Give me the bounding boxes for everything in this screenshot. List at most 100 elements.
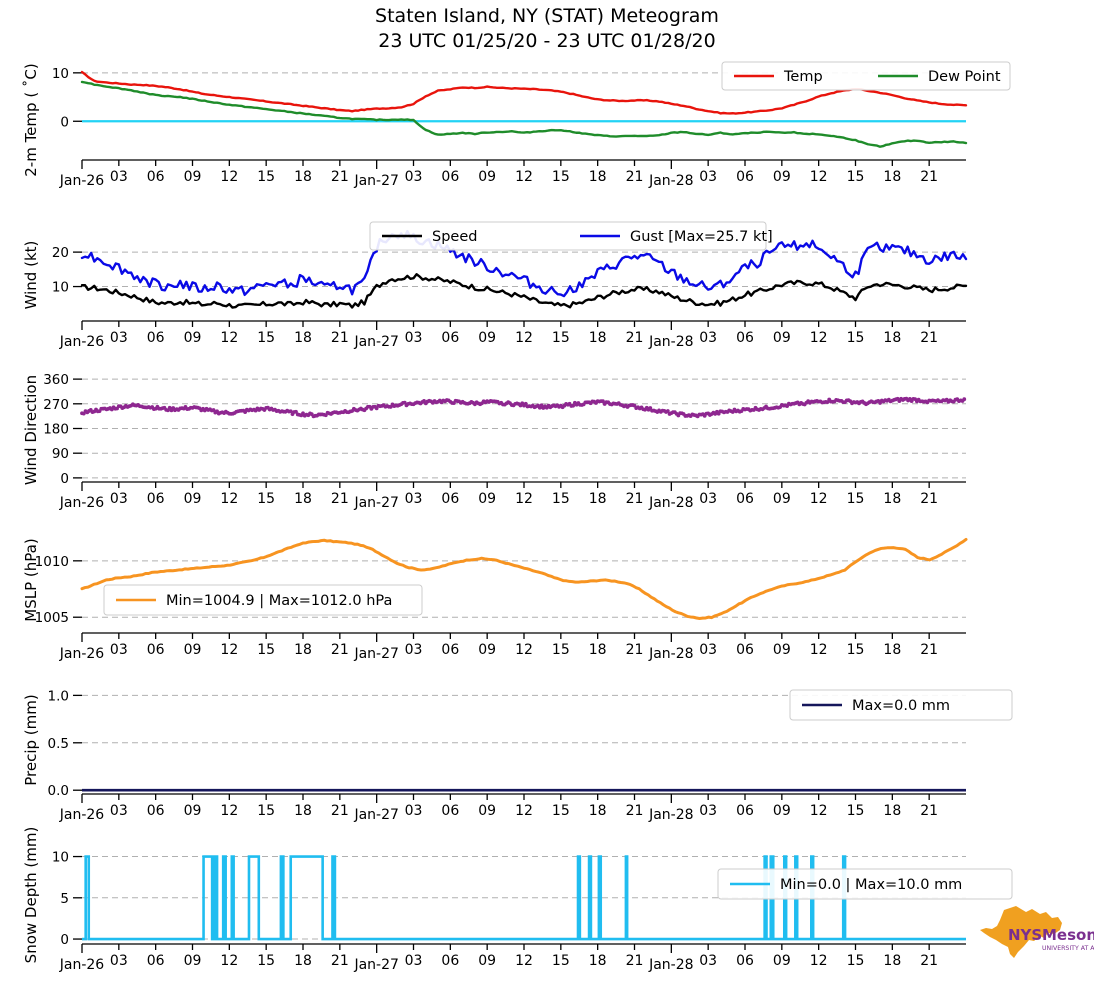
xtick-label-snow-depth-10: 06: [441, 953, 459, 969]
legend-label-mslp-0: Min=1004.9 | Max=1012.0 hPa: [166, 593, 392, 609]
xtick-label-mslp-12: 12: [515, 642, 533, 658]
xtick-label-wind-direction-8: Jan-27: [353, 495, 398, 511]
ytick-label-mslp-1: 1010: [35, 554, 69, 570]
xtick-label-snow-depth-23: 21: [920, 953, 938, 969]
legend-snow-depth: Min=0.0 | Max=10.0 mm: [717, 868, 1013, 900]
xtick-label-wind-direction-22: 18: [883, 491, 901, 507]
xtick-label-wind-direction-20: 12: [810, 491, 828, 507]
xtick-label-wind-12: 12: [515, 330, 533, 346]
xtick-label-temperature-23: 21: [920, 169, 938, 185]
xtick-label-wind-direction-3: 09: [184, 491, 202, 507]
logo-mesonet-text: Mesonet: [1042, 926, 1094, 944]
series-line-snow-depth-0: [82, 855, 966, 941]
xtick-label-precip-13: 15: [552, 803, 570, 819]
ytick-label-wind-direction-3: 270: [43, 397, 69, 413]
xtick-label-precip-7: 21: [331, 803, 349, 819]
xtick-label-temperature-18: 06: [736, 169, 754, 185]
legend-precip: Max=0.0 mm: [789, 689, 1013, 721]
xtick-label-temperature-1: 03: [110, 169, 128, 185]
ytick-label-wind-direction-4: 360: [43, 372, 69, 388]
xtick-label-temperature-17: 03: [699, 169, 717, 185]
ytick-label-precip-2: 1.0: [48, 688, 69, 704]
ytick-label-mslp-0: 1005: [35, 610, 69, 626]
logo-nys-text: NYS: [1008, 926, 1042, 944]
xtick-label-temperature-9: 03: [405, 169, 423, 185]
xtick-label-precip-15: 21: [626, 803, 644, 819]
xtick-label-wind-20: 12: [810, 330, 828, 346]
legend-box-precip: [789, 689, 1013, 721]
xtick-label-wind-6: 18: [294, 330, 312, 346]
legend-label-snow-depth-0: Min=0.0 | Max=10.0 mm: [780, 877, 962, 893]
title-line-1: Staten Island, NY (STAT) Meteogram: [375, 5, 719, 27]
xtick-label-snow-depth-4: 12: [220, 953, 238, 969]
ytick-label-snow-depth-1: 5: [60, 891, 69, 907]
page-title: Staten Island, NY (STAT) Meteogram 23 UT…: [0, 4, 1094, 54]
ytick-label-temperature-1: 10: [52, 66, 69, 82]
xtick-label-mslp-0: Jan-26: [59, 646, 105, 662]
series-line-temperature-0: [80, 70, 968, 115]
xtick-label-mslp-20: 12: [810, 642, 828, 658]
xtick-label-snow-depth-7: 21: [331, 953, 349, 969]
xtick-label-mslp-1: 03: [110, 642, 128, 658]
xtick-label-snow-depth-15: 21: [626, 953, 644, 969]
xtick-label-snow-depth-22: 18: [883, 953, 901, 969]
logo-svg: NYS Mesonet UNIVERSITY AT ALBANY: [980, 906, 1094, 958]
xtick-label-wind-direction-2: 06: [147, 491, 165, 507]
xtick-label-snow-depth-18: 06: [736, 953, 754, 969]
ytick-label-wind-direction-0: 0: [60, 471, 69, 487]
xtick-label-mslp-11: 09: [478, 642, 496, 658]
logo-subtitle-text: UNIVERSITY AT ALBANY: [1042, 945, 1094, 952]
xtick-label-precip-17: 03: [699, 803, 717, 819]
xtick-label-precip-14: 18: [589, 803, 607, 819]
xtick-label-snow-depth-21: 15: [847, 953, 865, 969]
xtick-label-snow-depth-6: 18: [294, 953, 312, 969]
xtick-label-wind-direction-7: 21: [331, 491, 349, 507]
xtick-label-wind-0: Jan-26: [59, 334, 105, 350]
legend-label-wind-1: Gust [Max=25.7 kt]: [630, 229, 773, 245]
xtick-label-wind-direction-6: 18: [294, 491, 312, 507]
xtick-label-precip-20: 12: [810, 803, 828, 819]
xtick-label-temperature-20: 12: [810, 169, 828, 185]
xtick-label-precip-4: 12: [220, 803, 238, 819]
y-axis-label-snow-depth: Snow Depth (mm): [22, 826, 40, 964]
xtick-label-precip-0: Jan-26: [59, 807, 105, 823]
xtick-label-temperature-2: 06: [147, 169, 165, 185]
legend-label-precip-0: Max=0.0 mm: [852, 698, 950, 714]
xtick-label-wind-14: 18: [589, 330, 607, 346]
y-axis-label-wind: Wind (kt): [22, 240, 40, 310]
xtick-label-precip-1: 03: [110, 803, 128, 819]
xtick-label-mslp-2: 06: [147, 642, 165, 658]
ytick-label-wind-1: 20: [52, 245, 69, 261]
xtick-label-temperature-10: 06: [441, 169, 459, 185]
xtick-label-wind-23: 21: [920, 330, 938, 346]
xtick-label-wind-3: 09: [184, 330, 202, 346]
xtick-label-precip-10: 06: [441, 803, 459, 819]
ytick-label-wind-direction-1: 90: [52, 446, 69, 462]
xtick-label-precip-22: 18: [883, 803, 901, 819]
xtick-label-precip-5: 15: [257, 803, 275, 819]
y-axis-label-mslp: MSLP (hPa): [22, 538, 40, 622]
xtick-label-temperature-12: 12: [515, 169, 533, 185]
xtick-label-mslp-8: Jan-27: [353, 646, 398, 662]
xtick-label-precip-2: 06: [147, 803, 165, 819]
xtick-label-temperature-7: 21: [331, 169, 349, 185]
xtick-label-precip-9: 03: [405, 803, 423, 819]
xtick-label-mslp-9: 03: [405, 642, 423, 658]
xtick-label-wind-direction-16: Jan-28: [648, 495, 693, 511]
xtick-label-temperature-21: 15: [847, 169, 865, 185]
xtick-label-wind-5: 15: [257, 330, 275, 346]
xtick-label-snow-depth-12: 12: [515, 953, 533, 969]
xtick-label-snow-depth-9: 03: [405, 953, 423, 969]
xtick-label-mslp-14: 18: [589, 642, 607, 658]
xtick-label-temperature-3: 09: [184, 169, 202, 185]
xtick-label-mslp-5: 15: [257, 642, 275, 658]
